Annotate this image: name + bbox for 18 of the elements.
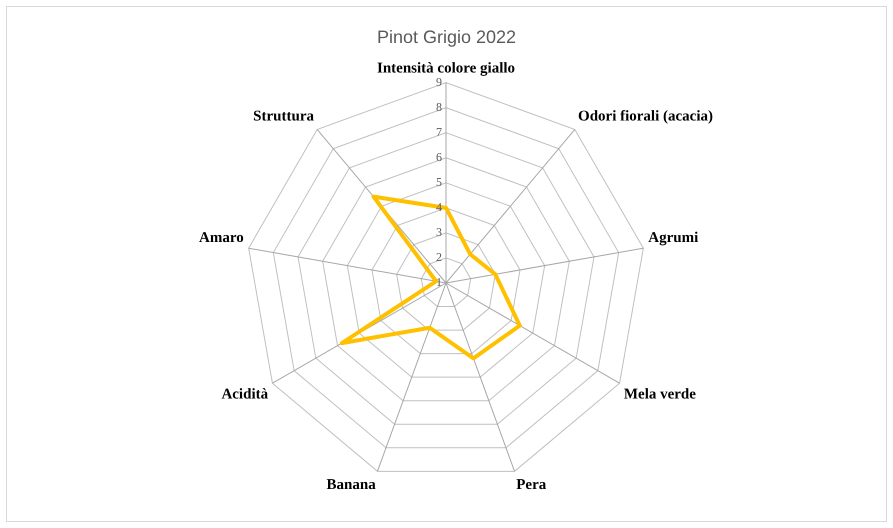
- y-tick-label: 6: [436, 150, 442, 164]
- y-tick-label: 8: [436, 100, 442, 114]
- y-tick-label: 3: [436, 225, 442, 240]
- spoke-label: Agrumi: [648, 230, 698, 246]
- spoke-label: Intensità colore giallo: [376, 60, 516, 76]
- spoke-label: Pera: [516, 476, 547, 493]
- y-tick-label: 2: [436, 250, 442, 264]
- spoke-label: Banana: [326, 476, 376, 493]
- chart-title: Pinot Grigio 2022: [376, 26, 516, 47]
- y-tick-label: 5: [436, 174, 442, 189]
- spoke-label: Mela verde: [624, 386, 696, 403]
- spoke-label: Odori fiorali (acacia): [578, 108, 713, 125]
- y-tick-label: 1: [436, 275, 442, 290]
- spoke-label: Struttura: [253, 108, 314, 125]
- spoke-label: Acidità: [221, 386, 269, 403]
- y-tick-label: 7: [436, 124, 442, 139]
- spoke-label: Amaro: [199, 230, 244, 246]
- y-tick-label: 9: [436, 74, 442, 89]
